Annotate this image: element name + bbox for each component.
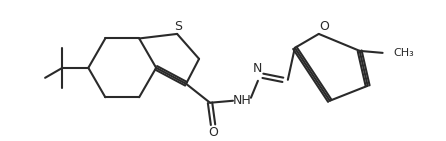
Text: S: S xyxy=(174,20,182,33)
Text: O: O xyxy=(319,20,329,33)
Text: CH₃: CH₃ xyxy=(393,48,414,58)
Text: O: O xyxy=(208,126,218,139)
Text: NH: NH xyxy=(232,94,252,107)
Text: N: N xyxy=(253,62,263,75)
